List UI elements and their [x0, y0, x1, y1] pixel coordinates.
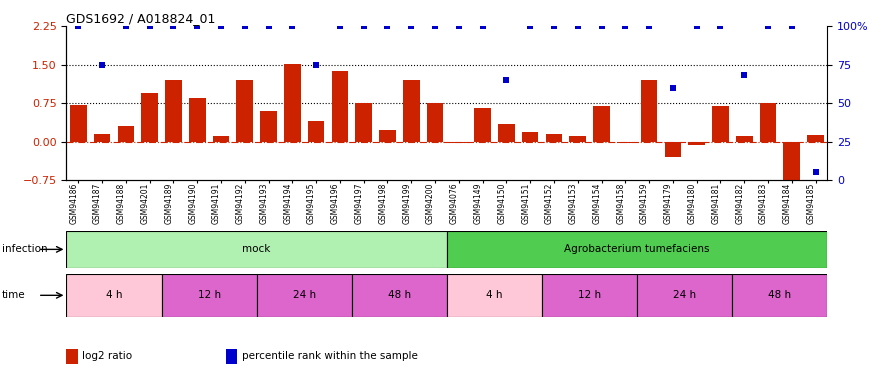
Point	[142, 23, 157, 29]
Point	[451, 23, 466, 29]
Point	[571, 23, 585, 29]
Bar	[641, 80, 658, 142]
Bar	[522, 132, 538, 142]
Point	[737, 72, 751, 78]
Point	[95, 62, 109, 68]
Bar	[212, 136, 229, 142]
Point	[71, 23, 85, 29]
Bar	[617, 142, 634, 143]
Point	[475, 23, 489, 29]
Point	[523, 23, 537, 29]
Point	[642, 23, 656, 29]
Point	[333, 23, 347, 29]
Point	[428, 23, 442, 29]
Point	[214, 23, 228, 29]
Point	[666, 85, 680, 91]
Text: percentile rank within the sample: percentile rank within the sample	[242, 351, 418, 361]
Bar	[66, 231, 447, 268]
Bar	[498, 124, 515, 142]
Bar	[783, 142, 800, 180]
Point	[761, 23, 775, 29]
Bar	[447, 231, 827, 268]
Bar	[236, 80, 253, 142]
Text: GDS1692 / A018824_01: GDS1692 / A018824_01	[66, 12, 216, 25]
Bar	[447, 274, 542, 317]
Point	[381, 23, 395, 29]
Point	[309, 62, 323, 68]
Text: log2 ratio: log2 ratio	[82, 351, 133, 361]
Bar	[733, 274, 827, 317]
Bar	[712, 106, 728, 142]
Point	[404, 23, 419, 29]
Point	[785, 23, 799, 29]
Bar	[665, 142, 681, 157]
Bar	[257, 274, 351, 317]
Bar	[189, 98, 205, 142]
Bar	[427, 103, 443, 142]
Bar	[689, 142, 705, 145]
Text: 4 h: 4 h	[486, 290, 503, 300]
Bar	[736, 136, 752, 142]
Point	[547, 23, 561, 29]
Bar	[308, 121, 325, 142]
Point	[119, 23, 133, 29]
Point	[499, 77, 513, 83]
Bar	[356, 103, 372, 142]
Bar	[260, 111, 277, 142]
Bar	[546, 134, 562, 142]
Point	[809, 170, 823, 176]
Bar	[94, 134, 111, 142]
Point	[595, 23, 609, 29]
Bar	[70, 105, 87, 142]
Bar	[352, 274, 447, 317]
Text: 12 h: 12 h	[578, 290, 601, 300]
Point	[190, 23, 204, 29]
Bar	[593, 106, 610, 142]
Point	[357, 23, 371, 29]
Point	[285, 23, 299, 29]
Text: infection: infection	[2, 244, 48, 254]
Bar	[284, 64, 301, 142]
Bar	[118, 126, 135, 142]
Point	[619, 23, 633, 29]
Point	[166, 23, 181, 29]
Point	[238, 23, 252, 29]
Bar	[759, 103, 776, 142]
Bar	[403, 80, 419, 142]
Bar	[161, 274, 257, 317]
Bar	[637, 274, 733, 317]
Point	[689, 23, 704, 29]
Text: 24 h: 24 h	[293, 290, 316, 300]
Text: 4 h: 4 h	[105, 290, 122, 300]
Text: 48 h: 48 h	[768, 290, 791, 300]
Text: 48 h: 48 h	[388, 290, 411, 300]
Bar	[142, 93, 158, 142]
Point	[713, 23, 727, 29]
Bar	[379, 130, 396, 142]
Bar	[474, 108, 491, 142]
Text: 24 h: 24 h	[673, 290, 696, 300]
Bar	[807, 135, 824, 142]
Bar	[332, 71, 348, 142]
Bar	[66, 274, 161, 317]
Bar	[165, 80, 181, 142]
Text: mock: mock	[242, 244, 271, 254]
Text: 12 h: 12 h	[197, 290, 220, 300]
Point	[261, 23, 275, 29]
Text: time: time	[2, 290, 26, 300]
Bar	[542, 274, 637, 317]
Text: Agrobacterium tumefaciens: Agrobacterium tumefaciens	[565, 244, 710, 254]
Bar	[569, 136, 586, 142]
